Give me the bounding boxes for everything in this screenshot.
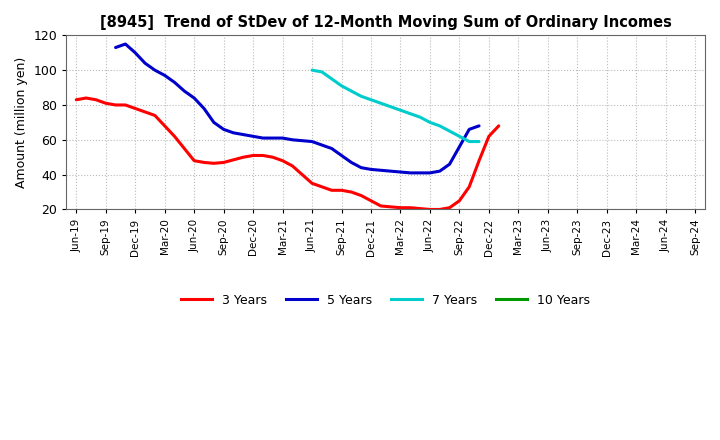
5 Years <box>258 136 267 141</box>
5 Years <box>357 165 366 170</box>
5 Years <box>239 132 248 137</box>
Line: 7 Years: 7 Years <box>312 70 479 142</box>
Line: 3 Years: 3 Years <box>76 98 499 209</box>
Legend: 3 Years, 5 Years, 7 Years, 10 Years: 3 Years, 5 Years, 7 Years, 10 Years <box>176 289 595 312</box>
3 Years <box>72 97 81 103</box>
3 Years <box>495 123 503 128</box>
Title: [8945]  Trend of StDev of 12-Month Moving Sum of Ordinary Incomes: [8945] Trend of StDev of 12-Month Moving… <box>100 15 672 30</box>
7 Years <box>377 101 385 106</box>
3 Years <box>357 193 366 198</box>
5 Years <box>377 168 385 173</box>
3 Years <box>239 154 248 160</box>
Line: 5 Years: 5 Years <box>116 44 479 173</box>
7 Years <box>357 94 366 99</box>
Y-axis label: Amount (million yen): Amount (million yen) <box>15 57 28 188</box>
3 Years <box>377 203 385 209</box>
3 Years <box>258 153 267 158</box>
